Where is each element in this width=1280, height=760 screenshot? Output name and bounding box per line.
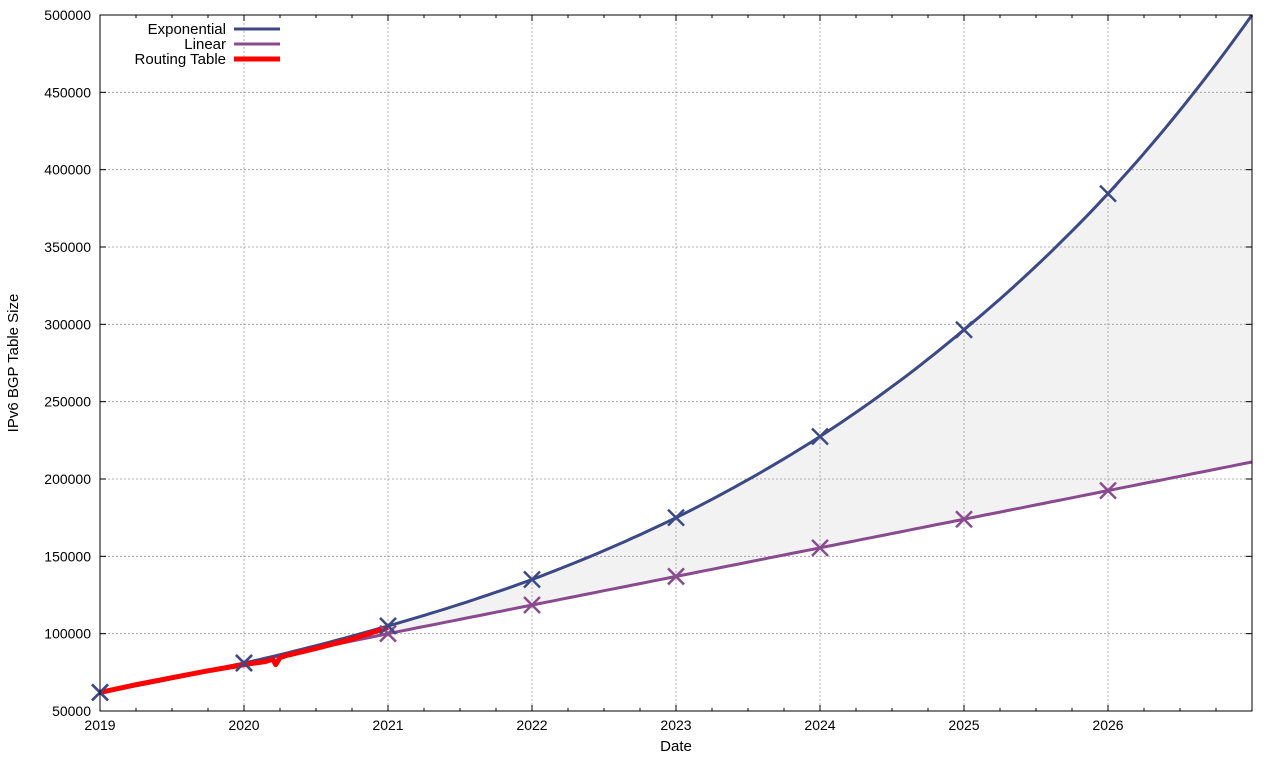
series-line-routing-table [99,625,389,695]
linear-point-marker [379,624,397,643]
legend-label: Routing Table [135,51,226,68]
exponential-point-marker [235,654,253,672]
linear-point-marker [667,567,685,586]
exponential-point-marker [379,617,397,635]
y-axis-label: IPv6 BGP Table Size [5,294,22,433]
linear-point-marker [523,596,541,614]
x-tick-label: 2025 [948,717,979,733]
x-tick-label: 2024 [804,717,835,733]
exponential-point-marker [955,320,973,339]
y-tick-label: 200000 [44,471,91,487]
y-tick-label: 100000 [44,626,91,642]
exponential-point-marker [667,508,685,527]
x-axis-label: Date [660,738,692,755]
y-tick-label: 300000 [44,316,91,332]
y-tick-label: 250000 [44,394,91,410]
x-tick-label: 2022 [516,717,547,733]
linear-point-marker [811,538,829,557]
linear-point-marker [955,510,973,529]
y-tick-label: 500000 [44,7,91,23]
legend-label: Linear [184,36,226,53]
y-tick-label: 50000 [52,703,91,719]
x-tick-label: 2020 [228,717,259,733]
exponential-point-marker [523,570,541,589]
x-tick-label: 2021 [372,717,403,733]
legend-label: Exponential [148,21,226,38]
y-tick-label: 400000 [44,162,91,178]
x-tick-label: 2026 [1092,717,1123,733]
exponential-point-marker [811,427,829,446]
linear-point-marker [1099,481,1117,500]
exponential-point-marker [1099,184,1117,203]
x-tick-label: 2023 [660,717,691,733]
y-tick-label: 150000 [44,548,91,564]
y-tick-label: 350000 [44,239,91,255]
x-tick-label: 2019 [84,717,115,733]
y-tick-label: 450000 [44,84,91,100]
